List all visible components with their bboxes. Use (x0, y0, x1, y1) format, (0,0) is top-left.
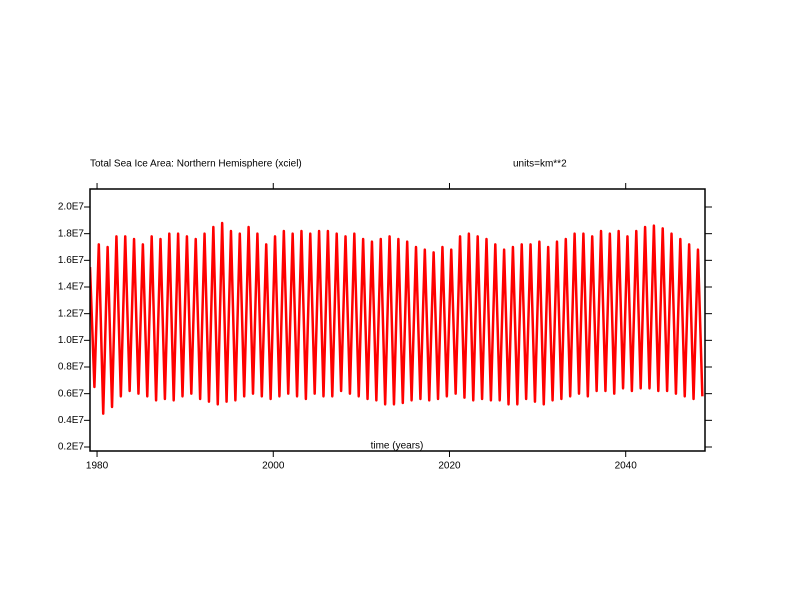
x-axis-label: time (years) (371, 441, 424, 452)
chart-title: Total Sea Ice Area: Northern Hemisphere … (90, 159, 302, 170)
y-tick-label: 0.6E7 (58, 388, 85, 399)
y-tick-label: 1.0E7 (58, 335, 85, 346)
plot-area (90, 221, 704, 415)
plot-frame (89, 188, 706, 452)
y-tick-label: 1.8E7 (58, 228, 85, 239)
y-tick-label: 0.2E7 (58, 442, 85, 453)
x-tick-label: 2020 (438, 461, 461, 472)
units-label: units=km**2 (513, 159, 567, 170)
data-line (90, 221, 704, 415)
y-tick-label: 1.6E7 (58, 255, 85, 266)
y-tick-label: 0.4E7 (58, 415, 85, 426)
y-tick-label: 1.4E7 (58, 282, 85, 293)
y-tick-label: 1.2E7 (58, 308, 85, 319)
y-tick-label: 2.0E7 (58, 202, 85, 213)
x-tick-label: 2040 (615, 461, 638, 472)
x-tick-label: 2000 (262, 461, 285, 472)
y-tick-label: 0.8E7 (58, 362, 85, 373)
x-tick-label: 1980 (86, 461, 109, 472)
